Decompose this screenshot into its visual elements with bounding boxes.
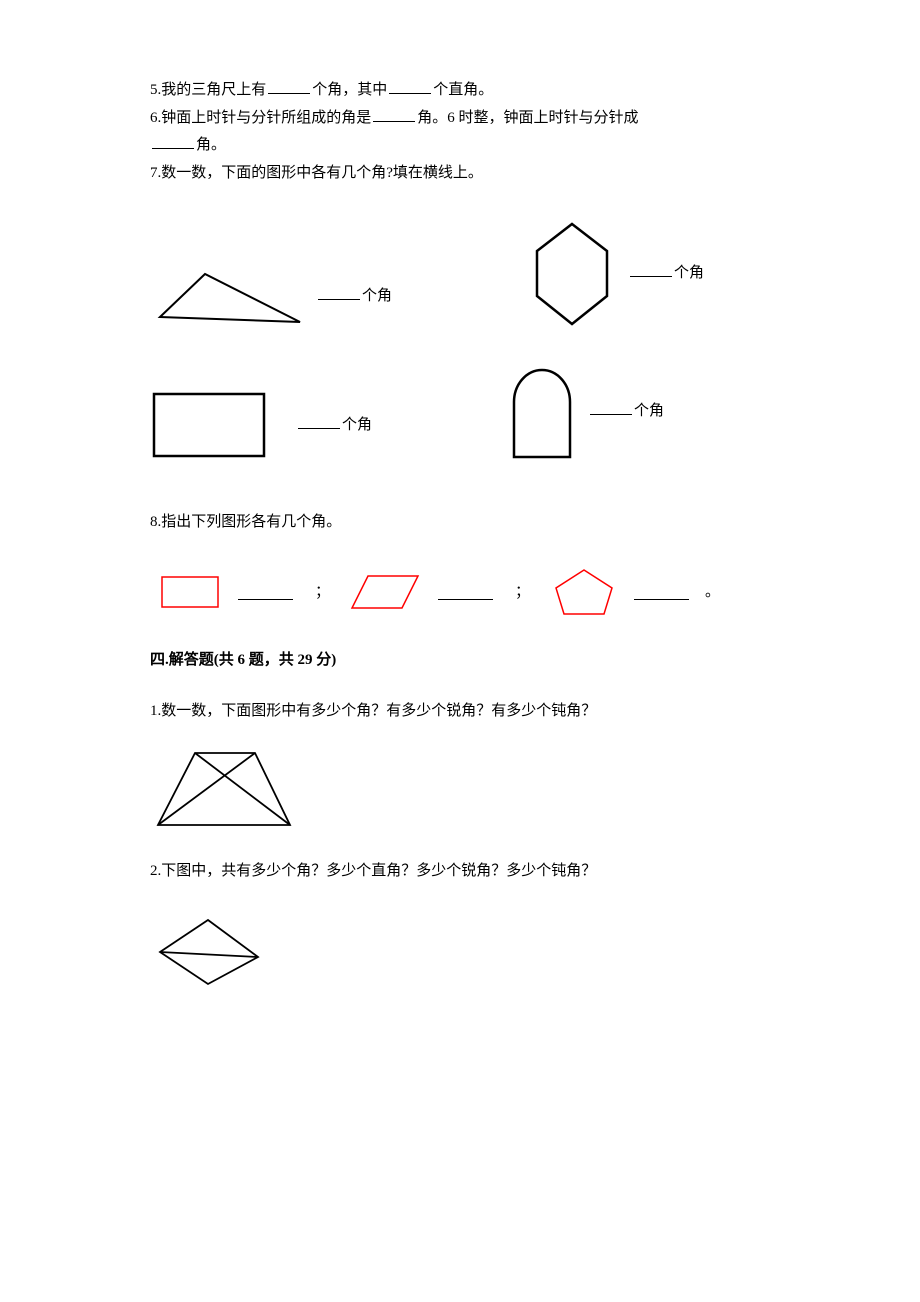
q8-row: ； ； 。 [160,568,770,618]
q8-sep1: ； [315,580,330,606]
q7-rect-cell: 个角 [150,390,372,462]
q8-rectangle-shape [160,575,222,611]
q8-end: 。 [705,580,720,606]
q7-hexagon-unit: 个角 [674,261,704,287]
q7-hexagon-blank[interactable] [630,262,672,277]
q5-blank2[interactable] [389,79,431,94]
q7-triangle-cell: 个角 [150,262,392,332]
p4q2-shape [150,912,270,994]
q7-triangle-blank[interactable] [318,285,360,300]
q5-mid: 个角，其中 [312,82,387,98]
rectangle-shape [150,390,290,462]
p4q1-title: 1.数一数，下面图形中有多少个角？有多少个锐角？有多少个钝角？ [150,699,770,725]
q8-blank3[interactable] [634,585,689,600]
q7-triangle-unit: 个角 [362,284,392,310]
section4-heading: 四.解答题(共 6 题，共 29 分) [150,648,770,674]
q7-arch-cell: 个角 [502,362,664,462]
q7-row2: 个角 个角 [150,362,770,462]
q8-blank2[interactable] [438,585,493,600]
q7-arch-blank[interactable] [590,400,632,415]
q5-suffix: 个直角。 [433,82,493,98]
q8-blank1[interactable] [238,585,293,600]
q7-hexagon-cell: 个角 [522,216,704,332]
p4q2-title: 2.下图中，共有多少个角？多少个直角？多少个锐角？多少个钝角？ [150,859,770,885]
hexagon-shape [522,216,622,332]
p4q1-shape [150,747,300,833]
q8-sep2: ； [515,580,530,606]
q7-arch-unit: 个角 [634,399,664,425]
q8-title: 8.指出下列图形各有几个角。 [150,510,770,536]
q7-rect-unit: 个角 [342,413,372,439]
q6-b: 角。6 时整，钟面上时针与分针成 [417,110,638,126]
q6-blank2[interactable] [152,134,194,149]
arch-shape [502,362,582,462]
q8-pentagon-shape [550,568,618,618]
q5-blank1[interactable] [268,79,310,94]
triangle-shape [150,262,310,332]
q5-prefix: 5.我的三角尺上有 [150,82,266,98]
q7-title: 7.数一数，下面的图形中各有几个角?填在横线上。 [150,161,770,187]
q6-c: 角。 [196,137,226,153]
q6-a: 6.钟面上时针与分针所组成的角是 [150,110,371,126]
q6-blank1[interactable] [373,107,415,122]
q7-row1: 个角 个角 [150,216,770,332]
q8-parallelogram-shape [350,574,422,612]
q7-rect-blank[interactable] [298,414,340,429]
